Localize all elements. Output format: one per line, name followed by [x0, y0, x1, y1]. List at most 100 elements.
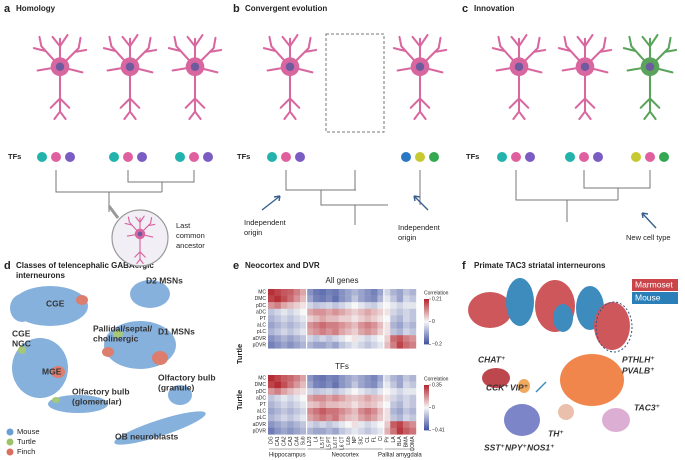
heatmap-cell	[338, 308, 346, 316]
heatmap-title: TFs	[335, 362, 349, 371]
column-label: Pir	[384, 436, 390, 442]
heatmap-cell	[268, 401, 275, 409]
heatmap-cell	[319, 289, 327, 296]
heatmap-cell	[280, 322, 288, 329]
heatmap-cell	[300, 388, 307, 395]
heatmap-cell	[313, 375, 320, 382]
arrow	[413, 195, 429, 211]
arrow	[261, 195, 281, 211]
heatmap-cell	[338, 295, 346, 303]
heatmap-cell	[390, 289, 397, 296]
colorbar-title: Correlation	[424, 376, 449, 382]
heatmap-cell	[345, 308, 352, 316]
heatmap-cell	[345, 295, 352, 303]
heatmap-cell	[345, 328, 352, 336]
heatmap-cell	[306, 308, 314, 316]
origin-label: origin	[398, 233, 416, 242]
cluster-label: D1 MSNs	[158, 326, 195, 336]
heatmap-cell	[332, 408, 339, 415]
heatmap-cell	[403, 394, 410, 402]
type-label: TH⁺	[548, 428, 564, 438]
colorbar-tick-label: 0	[432, 405, 435, 411]
heatmap-cell	[364, 302, 372, 309]
heatmap-cell	[325, 427, 333, 435]
heatmap-cell	[300, 341, 307, 349]
heatmap-cell	[383, 295, 391, 303]
heatmap-cell	[280, 302, 288, 309]
column-label: L5 IT	[320, 436, 326, 447]
heatmap-cell	[358, 408, 365, 415]
heatmap-cell	[338, 394, 346, 402]
heatmap-cell	[319, 315, 327, 323]
heatmap-cell	[268, 394, 275, 402]
heatmap-cell	[274, 388, 282, 395]
heatmap-cell	[338, 341, 346, 349]
species-label: Turtle	[235, 344, 244, 364]
heatmap-cell	[370, 427, 378, 435]
heatmap-cell	[325, 322, 333, 329]
heatmap-cell	[390, 414, 397, 422]
panel-title: Neocortex and DVR	[245, 261, 320, 270]
column-label: LA	[391, 436, 397, 443]
tfs-label: TFs	[466, 152, 479, 161]
heatmap-cell	[345, 302, 352, 309]
colorbar-tick-label: 0.21	[432, 296, 442, 302]
heatmap-cell	[358, 295, 365, 303]
column-label: CA1	[275, 436, 281, 446]
heatmap-cell	[306, 341, 314, 349]
heatmap-cell	[396, 414, 404, 422]
heatmap-cell	[313, 408, 320, 415]
heatmap-cell	[325, 335, 333, 342]
cluster-label: Pallidal/septal/	[93, 323, 153, 333]
legend-label: Mouse	[17, 427, 40, 436]
row-label: aLC	[257, 409, 267, 415]
cluster-label: MGE	[42, 366, 62, 376]
neuron	[557, 33, 613, 121]
heatmap-cell	[390, 401, 397, 409]
heatmap-cell	[293, 322, 301, 329]
heatmap-cell	[403, 408, 410, 415]
heatmap-cell	[383, 315, 391, 323]
heatmap-cell	[268, 375, 275, 382]
origin-label: Independent	[398, 223, 441, 232]
column-label: L5 PT	[326, 436, 332, 449]
heatmap-cell	[377, 388, 385, 395]
heatmap-cell	[364, 375, 372, 382]
column-label: CA4	[294, 436, 300, 446]
heatmap-cell	[293, 388, 301, 395]
heatmap-cell	[325, 381, 333, 389]
heatmap-cell	[383, 408, 391, 415]
legend-swatch	[632, 292, 678, 304]
heatmap-cell	[325, 394, 333, 402]
heatmap-cell	[370, 289, 378, 296]
row-label: PT	[260, 402, 266, 408]
heatmap-cell	[409, 408, 417, 415]
heatmap-cell	[319, 302, 327, 309]
heatmap-cell	[287, 401, 294, 409]
heatmap-cell	[325, 388, 333, 395]
colorbar-tick-label: 0	[432, 319, 435, 325]
heatmap-cell	[293, 335, 301, 342]
heatmap-cell	[287, 302, 294, 309]
heatmap-cell	[345, 421, 352, 428]
heatmap-cell	[345, 341, 352, 349]
heatmap-cell	[396, 315, 404, 323]
tree	[285, 170, 421, 225]
heatmap-cell	[306, 315, 314, 323]
panel-title: Convergent evolution	[245, 4, 327, 13]
heatmap-cell	[280, 308, 288, 316]
panel-letter: f	[462, 260, 466, 272]
heatmap-cell	[293, 394, 301, 402]
arrow	[641, 212, 657, 229]
heatmap-cell	[396, 341, 404, 349]
heatmap-cell	[364, 308, 372, 316]
row-label: pDVR	[253, 342, 267, 348]
heatmap-cell	[377, 421, 385, 428]
heatmap-cell	[268, 414, 275, 422]
heatmap-cell	[383, 308, 391, 316]
heatmap-cell	[351, 394, 359, 402]
heatmap-cell	[274, 289, 282, 296]
heatmap-cell	[274, 421, 282, 428]
heatmap-cell	[313, 381, 320, 389]
tf-dots	[497, 152, 669, 162]
